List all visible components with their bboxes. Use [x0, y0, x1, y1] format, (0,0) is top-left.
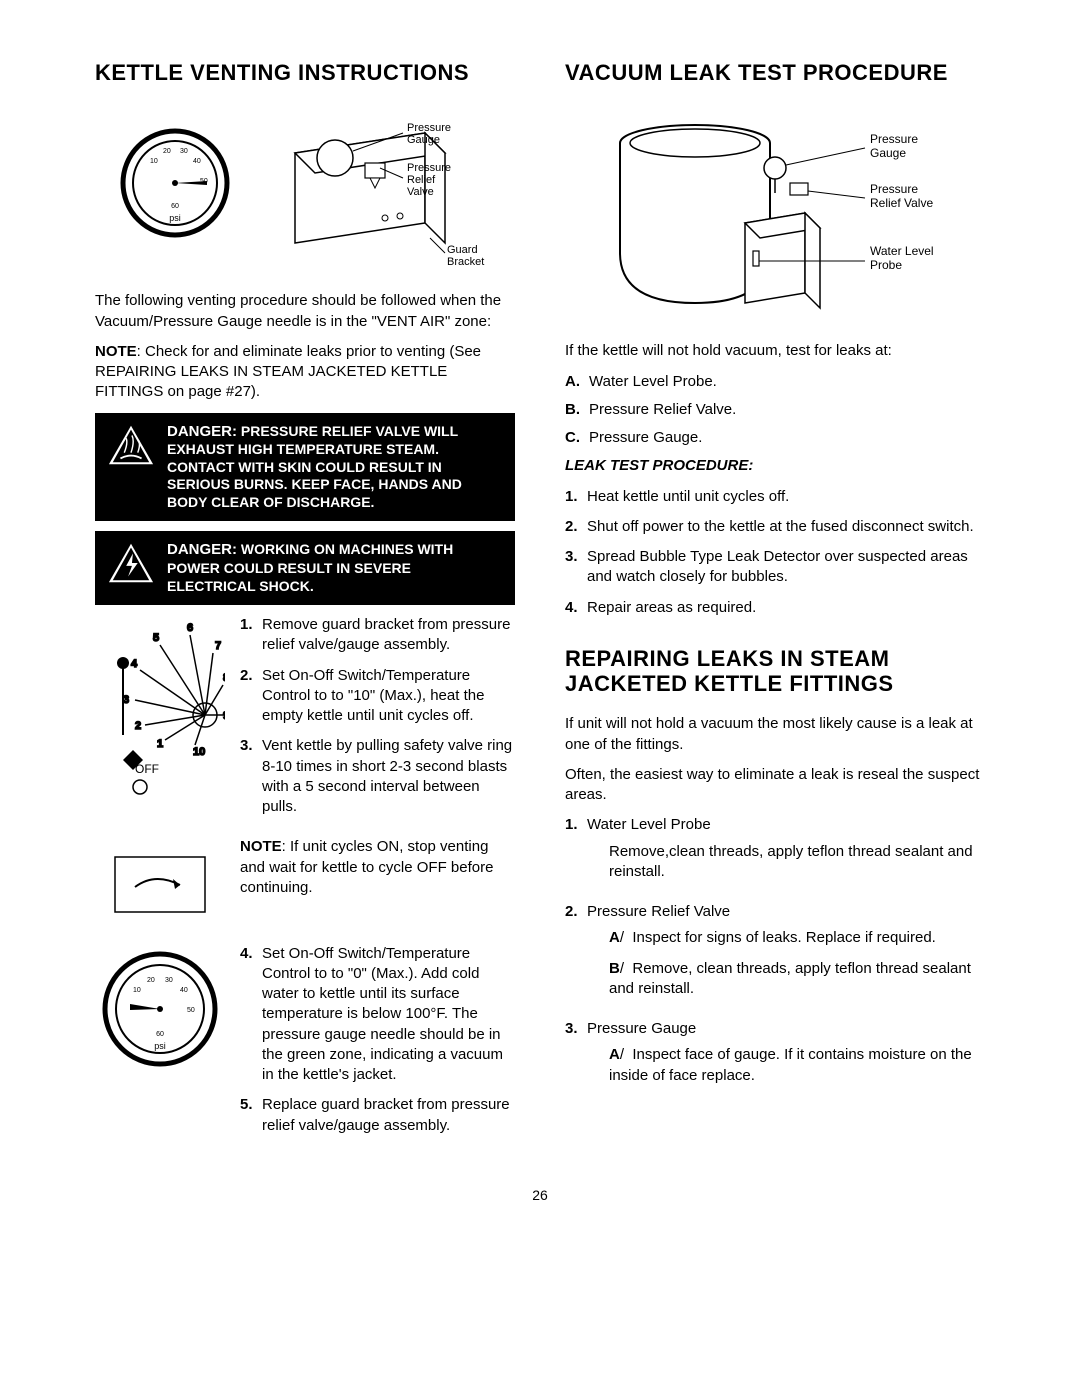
- svg-text:1: 1: [157, 738, 163, 750]
- svg-text:20: 20: [163, 148, 171, 155]
- venting-steps-2: 4.Set On-Off Switch/Temperature Control …: [240, 944, 515, 1136]
- svg-text:30: 30: [165, 977, 173, 984]
- svg-text:OFF: OFF: [135, 762, 159, 776]
- repair-p1: If unit will not hold a vacuum the most …: [565, 714, 985, 755]
- svg-text:7: 7: [215, 640, 221, 652]
- steam-warning-icon: [107, 423, 155, 467]
- svg-text:10: 10: [150, 158, 158, 165]
- gauge-small-diagram: psi 10 20 30 40 50 60: [95, 944, 225, 1080]
- svg-text:8: 8: [223, 672, 225, 684]
- danger-shock: DANGER: WORKING ON MACHINES WITH POWER C…: [95, 531, 515, 605]
- svg-text:Relief: Relief: [407, 174, 436, 186]
- svg-text:Pressure: Pressure: [870, 182, 918, 196]
- shock-warning-icon: [107, 541, 155, 585]
- right-column: VACUUM LEAK TEST PROCEDURE: [565, 60, 985, 1156]
- heading-repairing: REPAIRING LEAKS IN STEAM JACKETED KETTLE…: [565, 646, 985, 697]
- svg-text:60: 60: [156, 1031, 164, 1038]
- svg-text:Valve: Valve: [407, 186, 434, 198]
- svg-text:6: 6: [187, 622, 193, 634]
- label-pressure-gauge: Pressure: [407, 122, 451, 134]
- page-number: 26: [95, 1186, 985, 1205]
- diagram-gauge-assembly: psi 10 20 30 40 50 60: [95, 103, 515, 273]
- venting-steps-1: 1.Remove guard bracket from pressure rel…: [240, 615, 515, 817]
- svg-text:psi: psi: [154, 1041, 166, 1051]
- svg-text:Relief Valve: Relief Valve: [870, 196, 933, 210]
- svg-text:Gauge: Gauge: [870, 146, 906, 160]
- svg-text:Probe: Probe: [870, 258, 902, 272]
- intro-text: The following venting procedure should b…: [95, 291, 515, 332]
- svg-text:Gauge: Gauge: [407, 134, 440, 146]
- heading-vacuum-test: VACUUM LEAK TEST PROCEDURE: [565, 60, 985, 85]
- svg-text:40: 40: [193, 158, 201, 165]
- svg-text:Water Level: Water Level: [870, 244, 934, 258]
- svg-text:20: 20: [147, 977, 155, 984]
- note-2: NOTE: If unit cycles ON, stop venting an…: [240, 837, 515, 898]
- svg-text:9: 9: [223, 710, 225, 722]
- svg-text:Bracket: Bracket: [447, 256, 484, 268]
- svg-text:psi: psi: [169, 213, 181, 223]
- svg-text:60: 60: [171, 203, 179, 210]
- leak-locations: A.Water Level Probe. B.Pressure Relief V…: [565, 372, 985, 449]
- svg-text:50: 50: [187, 1007, 195, 1014]
- svg-text:10: 10: [193, 746, 205, 758]
- vacuum-intro: If the kettle will not hold vacuum, test…: [565, 341, 985, 361]
- valve-pull-diagram: [95, 837, 225, 933]
- svg-text:2: 2: [135, 720, 141, 732]
- note-1: NOTE: Check for and eliminate leaks prio…: [95, 342, 515, 403]
- repair-p2: Often, the easiest way to eliminate a le…: [565, 765, 985, 806]
- danger-steam: DANGER: PRESSURE RELIEF VALVE WILL EXHAU…: [95, 413, 515, 522]
- svg-text:10: 10: [133, 987, 141, 994]
- svg-text:Guard: Guard: [447, 244, 478, 256]
- svg-text:40: 40: [180, 987, 188, 994]
- diagram-kettle: Pressure Gauge Pressure Relief Valve Wat…: [565, 103, 985, 323]
- repair-list: 1. Water Level Probe Remove,clean thread…: [565, 815, 985, 1096]
- leak-test-subhead: LEAK TEST PROCEDURE:: [565, 456, 985, 476]
- dial-diagram: 1 2 3 4 5 6 7 8 9 10 OFF: [95, 615, 225, 801]
- leak-test-steps: 1.Heat kettle until unit cycles off. 2.S…: [565, 487, 985, 618]
- svg-text:4: 4: [131, 658, 138, 670]
- svg-text:Pressure: Pressure: [870, 132, 918, 146]
- heading-venting: KETTLE VENTING INSTRUCTIONS: [95, 60, 515, 85]
- svg-text:Pressure: Pressure: [407, 162, 451, 174]
- svg-text:30: 30: [180, 148, 188, 155]
- left-column: KETTLE VENTING INSTRUCTIONS psi 10 20 30…: [95, 60, 515, 1156]
- svg-text:5: 5: [153, 632, 159, 644]
